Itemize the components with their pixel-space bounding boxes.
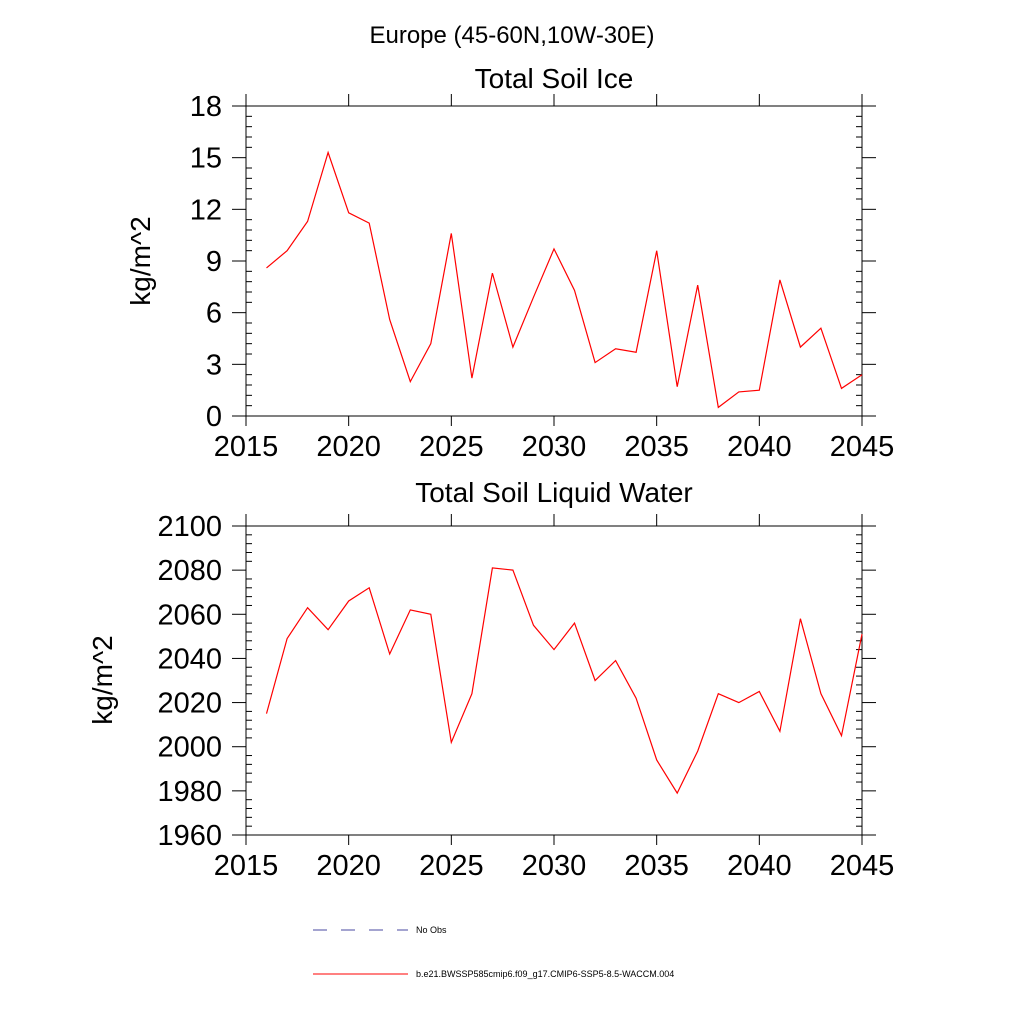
x-tick-label: 2030 (522, 850, 587, 882)
panel-total-soil-ice: Total Soil Ice kg/m^2 2015 2020 2025 2030 20… (125, 63, 894, 463)
x-tick-label: 2035 (624, 850, 689, 882)
y-tick-label: 0 (206, 401, 222, 433)
x-tick-label: 2040 (727, 850, 792, 882)
y-tick-label: 15 (190, 143, 222, 175)
y-tick-label: 18 (190, 91, 222, 123)
y-tick-label: 1960 (157, 820, 222, 852)
x-tick-label: 2045 (830, 431, 895, 463)
series-line (266, 150, 863, 409)
series-line (265, 567, 863, 795)
y-tick-label: 2060 (157, 599, 222, 631)
y-tick-label: 3 (206, 349, 222, 381)
legend-label-no-obs: No Obs (416, 925, 447, 935)
legend: No Obs b.e21.BWSSP585cmip6.f09_g17.CMIP6… (313, 925, 674, 979)
legend-label-model-run: b.e21.BWSSP585cmip6.f09_g17.CMIP6-SSP5-8… (416, 969, 674, 979)
panel-total-soil-liquid-water: Total Soil Liquid Water kg/m^2 2015 2020 2… (87, 477, 894, 882)
x-tick-label: 2025 (419, 850, 484, 882)
y-tick-label: 2080 (157, 555, 222, 587)
x-tick-label: 2035 (624, 431, 689, 463)
x-tick-label: 2015 (214, 431, 279, 463)
y-tick-label: 9 (206, 246, 222, 278)
page-title: Europe (45-60N,10W-30E) (369, 22, 654, 49)
y-tick-label: 2100 (157, 511, 222, 543)
y-tick-label: 6 (206, 298, 222, 330)
y-tick-label: 12 (190, 194, 222, 226)
x-tick-label: 2025 (419, 431, 484, 463)
plot-frame (245, 525, 863, 836)
y-tick-label: 1980 (157, 776, 222, 808)
panel-title: Total Soil Liquid Water (415, 477, 693, 508)
y-tick-label: 2000 (157, 732, 222, 764)
x-tick-label: 2020 (316, 850, 381, 882)
x-tick-label: 2020 (316, 431, 381, 463)
x-tick-label: 2030 (522, 431, 587, 463)
y-tick-label: 2020 (157, 688, 222, 720)
y-tick-label: 2040 (157, 643, 222, 675)
y-axis-label: kg/m^2 (125, 216, 156, 305)
panel-title: Total Soil Ice (475, 63, 634, 94)
plot-frame (245, 105, 863, 417)
x-tick-label: 2040 (727, 431, 792, 463)
x-tick-label: 2045 (830, 850, 895, 882)
x-tick-label: 2015 (214, 850, 279, 882)
y-axis-label: kg/m^2 (87, 635, 118, 724)
